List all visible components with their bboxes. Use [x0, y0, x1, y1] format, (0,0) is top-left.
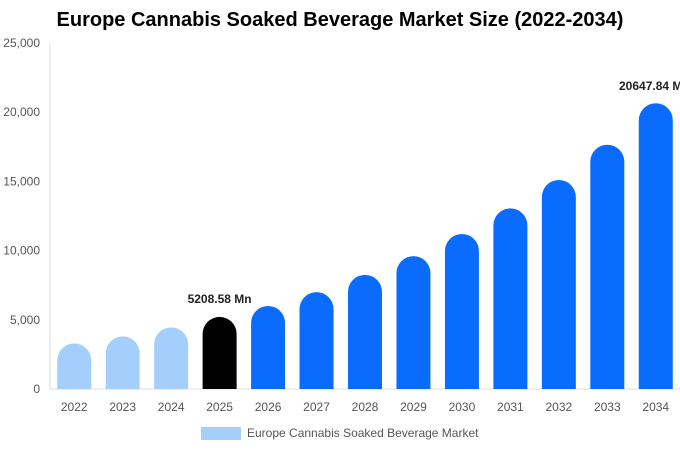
x-tick-label: 2028	[352, 400, 379, 414]
x-tick-label: 2032	[545, 400, 572, 414]
legend-swatch	[201, 426, 241, 440]
x-tick-label: 2022	[61, 400, 88, 414]
bar-2028	[348, 274, 382, 389]
bar-2034	[638, 103, 673, 390]
x-tick-label: 2031	[497, 400, 524, 414]
x-tick-label: 2024	[158, 400, 185, 414]
x-tick-label: 2030	[449, 400, 476, 414]
y-tick-label: 10,000	[3, 244, 40, 258]
data-label: 5208.58 Mn	[188, 292, 252, 306]
legend[interactable]: Europe Cannabis Soaked Beverage Market	[201, 425, 478, 441]
bar-2026	[251, 305, 286, 389]
x-tick-label: 2025	[206, 400, 233, 414]
y-tick-label: 0	[33, 382, 40, 396]
x-tick-label: 2023	[109, 400, 136, 414]
x-tick-label: 2034	[642, 400, 669, 414]
bar-2022	[57, 343, 92, 389]
x-tick-label: 2026	[255, 400, 282, 414]
x-tick-label: 2029	[400, 400, 427, 414]
bar-2024	[154, 327, 189, 389]
y-tick-label: 15,000	[3, 174, 40, 188]
x-tick-label: 2027	[303, 400, 330, 414]
bar-2025	[202, 316, 237, 389]
bar-2027	[299, 292, 334, 389]
y-tick-label: 5,000	[10, 313, 40, 327]
legend-label: Europe Cannabis Soaked Beverage Market	[247, 426, 479, 440]
bar-2032	[541, 180, 576, 389]
bar-2023	[105, 336, 140, 389]
bar-2029	[396, 256, 431, 389]
bar-2031	[493, 208, 528, 389]
y-tick-label: 20,000	[3, 105, 40, 119]
data-label: 20647.84 Mn	[619, 79, 680, 93]
bar-2033	[590, 144, 625, 389]
y-tick-label: 25,000	[3, 36, 40, 50]
x-tick-label: 2033	[594, 400, 621, 414]
bar-2030	[444, 233, 479, 389]
chart-title: Europe Cannabis Soaked Beverage Market S…	[56, 9, 624, 31]
